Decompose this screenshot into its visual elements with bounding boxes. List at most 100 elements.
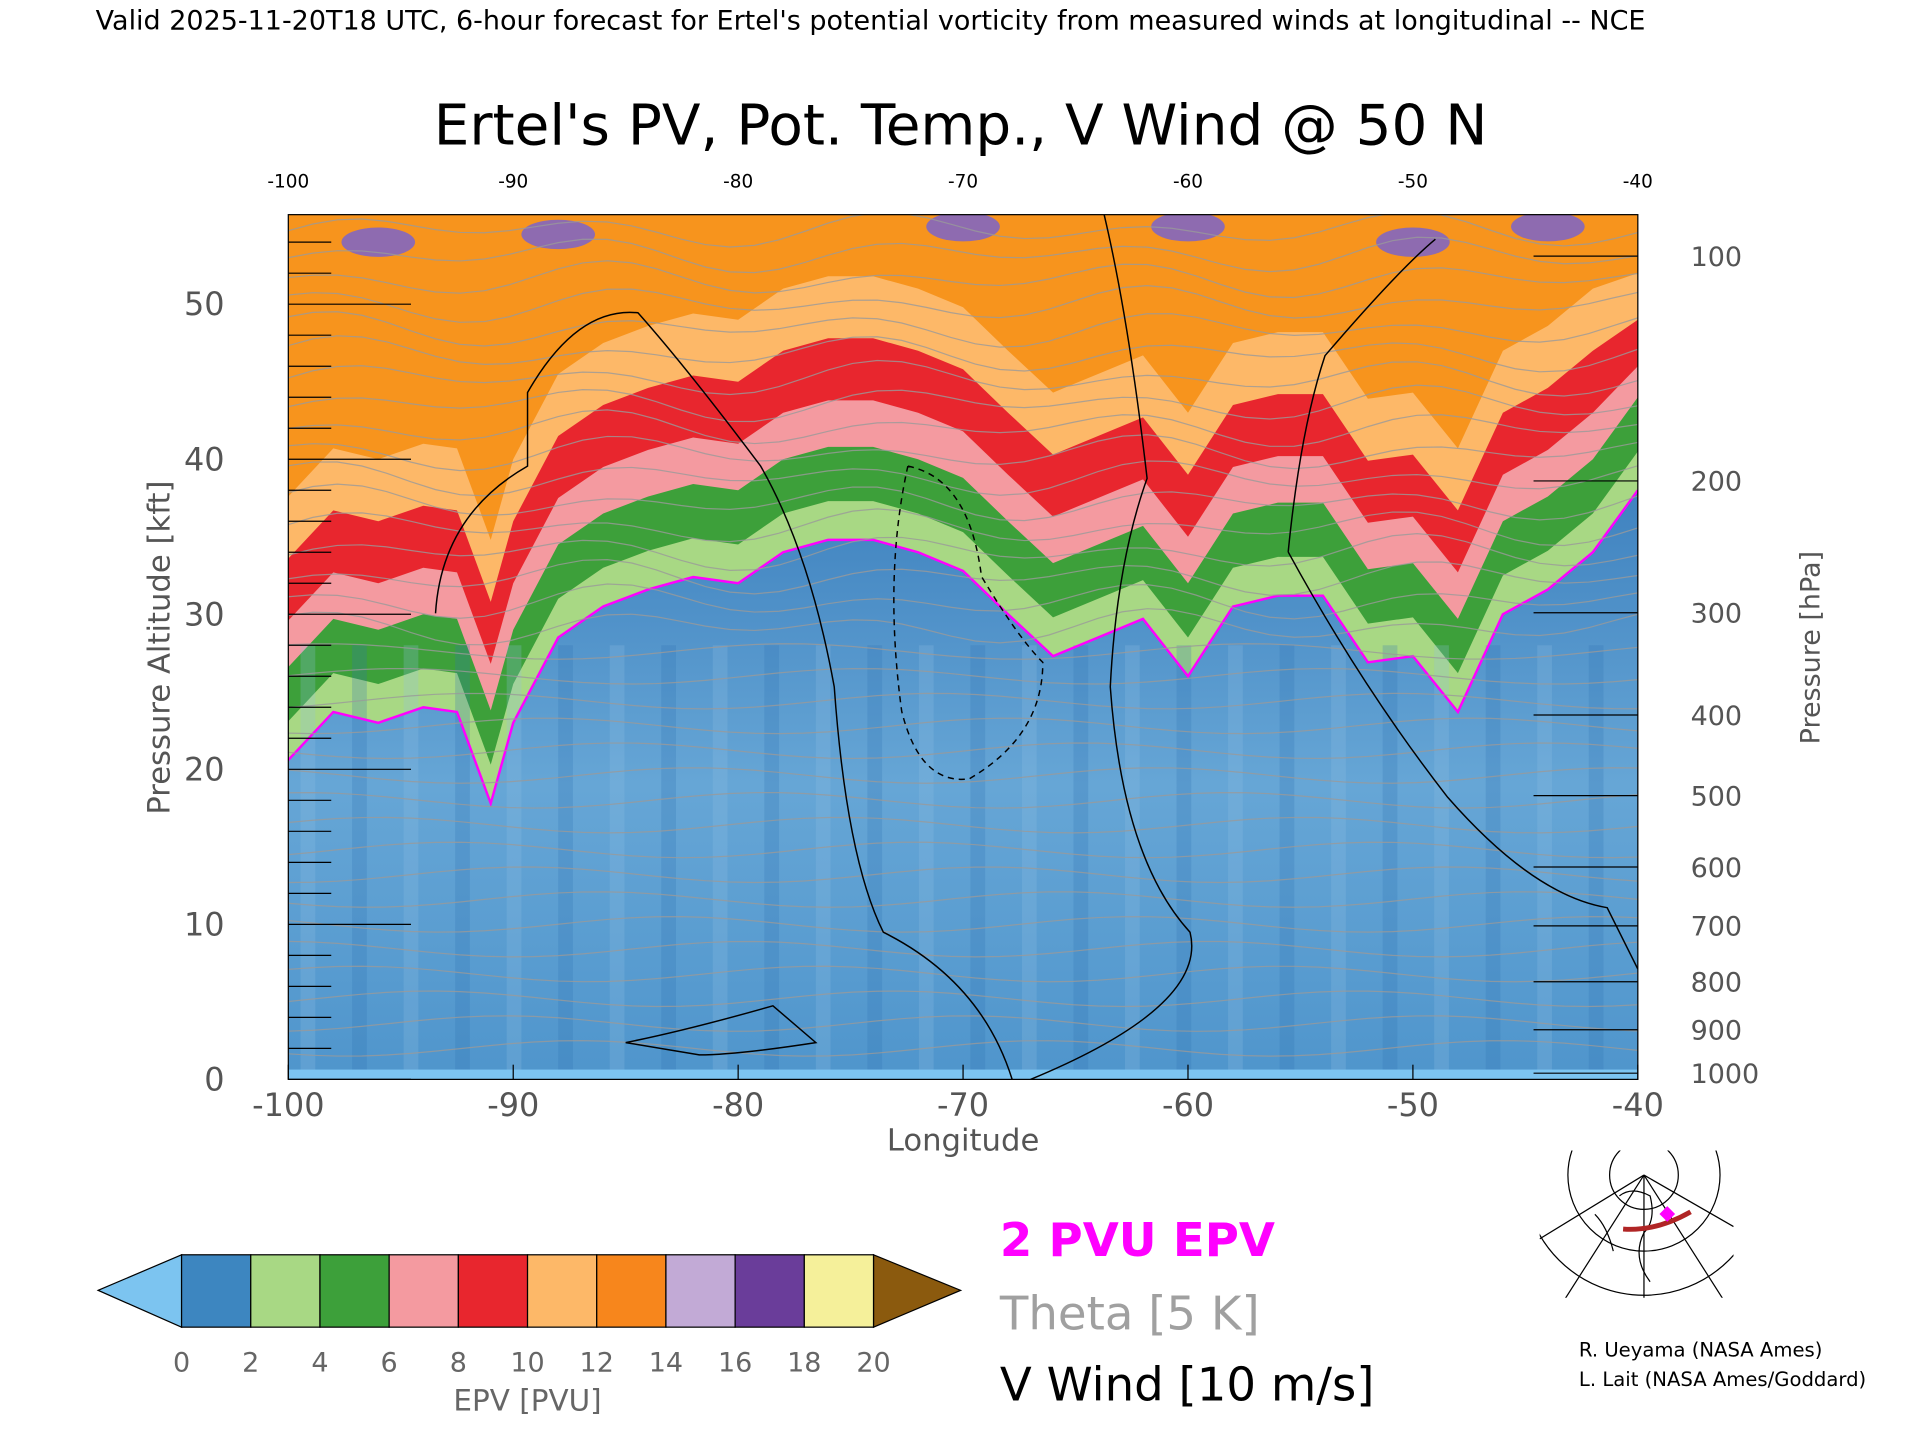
wind-contour xyxy=(1287,238,1638,970)
y-tick-label: 50 xyxy=(184,285,225,323)
chart-title: Ertel's PV, Pot. Temp., V Wind @ 50 N xyxy=(434,94,1488,159)
colorbar-label: EPV [PVU] xyxy=(453,1384,601,1418)
colorbar-tick-label: 4 xyxy=(311,1347,328,1378)
legend-pv2: 2 PVU EPV xyxy=(1000,1213,1275,1267)
epv-streak xyxy=(764,645,780,1080)
wind-contour xyxy=(1030,214,1193,1080)
top-tick-label: -50 xyxy=(1398,172,1428,193)
x-tick-label: -70 xyxy=(937,1086,989,1124)
credit-2: L. Lait (NASA Ames/Goddard) xyxy=(1579,1368,1866,1391)
colorbar-swatch xyxy=(388,1254,459,1328)
colorbar-swatch xyxy=(596,1254,667,1328)
x-tick-label: -50 xyxy=(1387,1086,1439,1124)
location-marker xyxy=(1659,1206,1676,1222)
pv2-line xyxy=(288,489,1638,808)
epv-blob-purple xyxy=(521,219,596,250)
pressure-tick-label: 400 xyxy=(1691,701,1742,732)
theta-contour xyxy=(288,916,1638,933)
epv-streak xyxy=(712,645,728,1080)
theta-contour xyxy=(288,866,1638,884)
pressure-tick-label: 100 xyxy=(1691,242,1742,273)
theta-contour xyxy=(288,460,1638,497)
epv-blob-purple xyxy=(926,214,1000,242)
epv-streak xyxy=(1073,645,1089,1080)
theta-contour xyxy=(288,533,1638,572)
epv-streak xyxy=(815,645,831,1080)
legend-wind: V Wind [10 m/s] xyxy=(1000,1358,1375,1412)
epv-streak xyxy=(1588,645,1604,1080)
top-tick-label: -70 xyxy=(948,172,978,193)
epv-streak xyxy=(970,645,986,1080)
pressure-tick-label: 800 xyxy=(1691,968,1742,999)
epv-streak xyxy=(1176,645,1192,1080)
colorbar-tick-label: 6 xyxy=(381,1347,398,1378)
theta-contour xyxy=(288,384,1638,423)
epv-streak xyxy=(1279,645,1295,1080)
colorbar-swatch xyxy=(526,1254,598,1328)
colorbar-under-arrow xyxy=(96,1253,183,1329)
colorbar-tick-label: 16 xyxy=(718,1347,752,1378)
epv-streak xyxy=(1228,645,1243,1080)
theta-contour xyxy=(288,260,1638,299)
theta-contour xyxy=(288,483,1638,522)
theta-contour xyxy=(288,717,1638,735)
epv-blob-purple xyxy=(1376,227,1450,257)
theta-contour xyxy=(288,434,1638,472)
theta-contour xyxy=(288,284,1638,323)
theta-contour xyxy=(288,643,1638,660)
top-tick-label: -80 xyxy=(723,172,753,193)
theta-contour xyxy=(288,236,1638,274)
theta-contour xyxy=(288,742,1638,760)
colorbar-tick-label: 2 xyxy=(242,1347,259,1378)
top-tick-label: -40 xyxy=(1623,172,1653,193)
epv-blob-purple xyxy=(1511,214,1585,242)
top-tick-label: -100 xyxy=(267,172,309,193)
theta-contour xyxy=(288,965,1638,983)
epv-streak xyxy=(506,645,522,1080)
colorbar-tick-label: 8 xyxy=(450,1347,467,1378)
wind-contour xyxy=(893,465,1044,781)
theta-contour xyxy=(288,508,1638,547)
epv-streak xyxy=(1125,645,1140,1080)
pressure-tick-label: 1000 xyxy=(1691,1059,1760,1090)
epv-streak xyxy=(1021,645,1037,1080)
pressure-tick-label: 700 xyxy=(1691,912,1742,943)
pressure-tick-label: 500 xyxy=(1691,781,1742,812)
theta-contour xyxy=(288,841,1638,859)
y-axis-label: Pressure Altitude [kft] xyxy=(142,481,177,815)
wind-contours xyxy=(434,214,1638,1080)
epv-streak xyxy=(1331,645,1346,1080)
theta-contour xyxy=(288,583,1638,620)
colorbar-swatch xyxy=(803,1254,875,1328)
colorbar-swatch xyxy=(180,1254,252,1328)
epv-blob-purple xyxy=(341,227,416,257)
epv-streak xyxy=(558,645,573,1080)
colorbar-swatch xyxy=(319,1254,390,1328)
theta-contour xyxy=(288,692,1638,710)
theta-contour xyxy=(288,558,1638,596)
pressure-tick-label: 200 xyxy=(1691,467,1742,498)
theta-contour xyxy=(288,359,1638,397)
colorbar-tick-label: 20 xyxy=(856,1347,890,1378)
theta-contour xyxy=(288,214,1638,248)
x-tick-label: -100 xyxy=(252,1086,324,1124)
cross-section-track xyxy=(1622,1209,1692,1232)
epv-streak xyxy=(867,645,883,1080)
y-tick-label: 30 xyxy=(184,595,225,633)
colorbar-tick-label: 14 xyxy=(649,1347,683,1378)
theta-contours xyxy=(288,214,1638,1057)
x-tick-label: -40 xyxy=(1612,1086,1664,1124)
colorbar-tick-label: 0 xyxy=(173,1347,190,1378)
locator-map xyxy=(1539,1150,1734,1298)
plot-area xyxy=(288,214,1638,1080)
epv-streak xyxy=(1485,645,1501,1080)
x-tick-label: -90 xyxy=(487,1086,539,1124)
x-tick-label: -80 xyxy=(712,1086,764,1124)
y-tick-label: 40 xyxy=(184,440,225,478)
epv-streak xyxy=(455,645,470,1080)
theta-contour xyxy=(288,608,1638,646)
epv-blob-purple xyxy=(1151,214,1225,242)
theta-contour xyxy=(288,409,1638,447)
top-tick-label: -60 xyxy=(1173,172,1203,193)
